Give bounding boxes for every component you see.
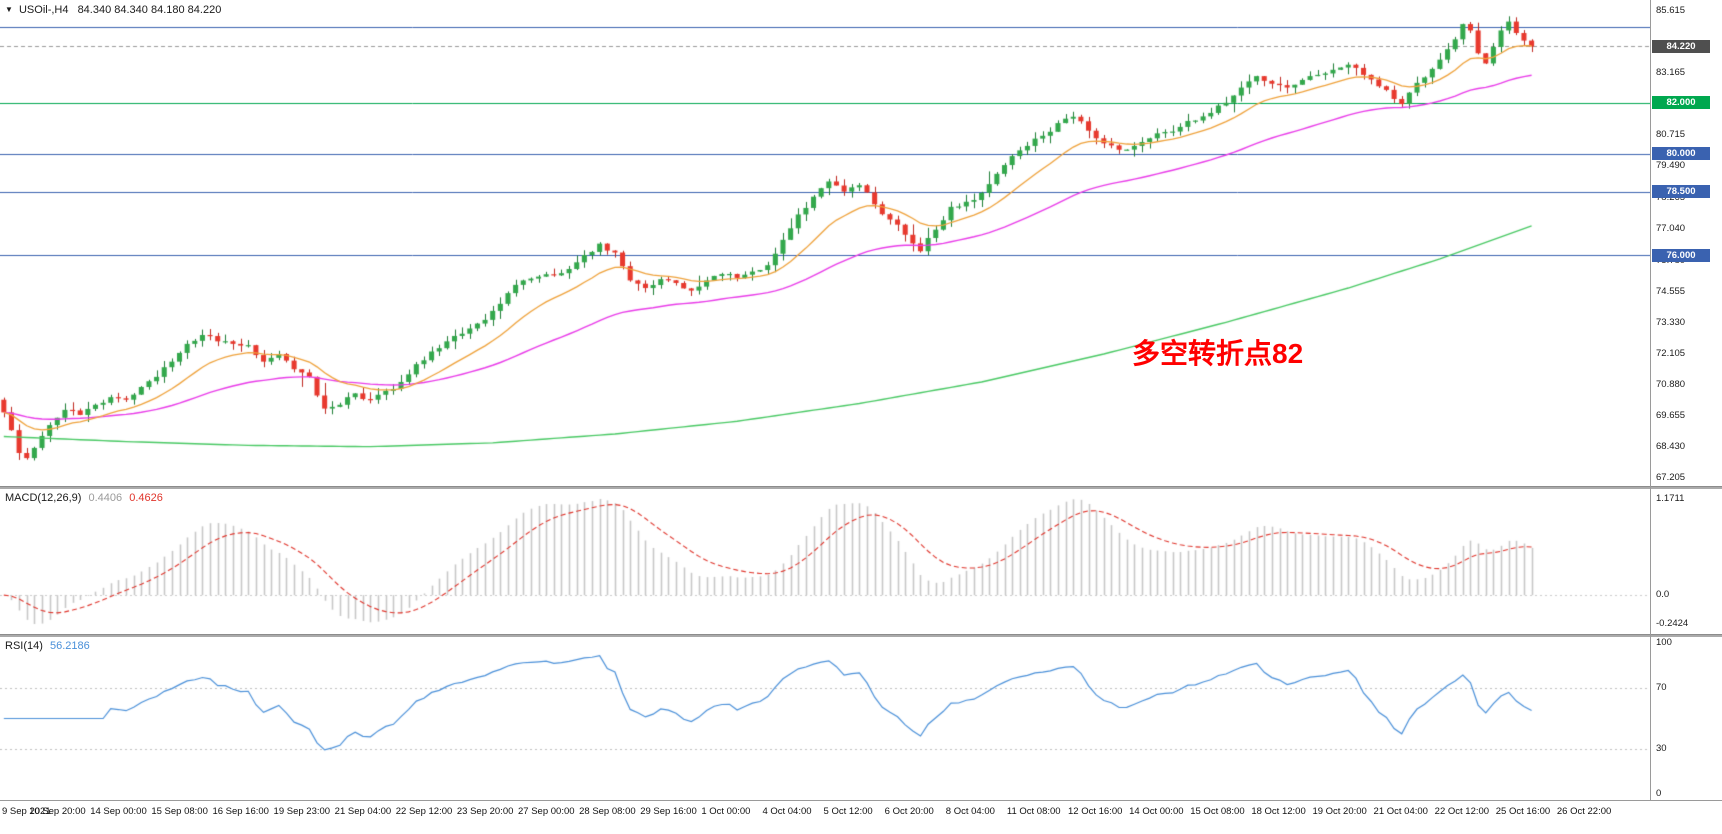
price-tick: 83.165 (1656, 67, 1686, 79)
ohlc-values: 84.340 84.340 84.180 84.220 (77, 4, 222, 16)
time-label: 26 Oct 22:00 (1556, 806, 1612, 817)
price-line-badge: 78.500 (1652, 185, 1710, 199)
price-tick: 80.715 (1656, 129, 1686, 141)
scale-separator[interactable] (1650, 0, 1651, 800)
rsi-tick: 0 (1656, 787, 1662, 799)
time-label: 14 Oct 00:00 (1129, 806, 1184, 817)
macd-signal-value: 0.4626 (129, 492, 163, 504)
time-label: 19 Oct 20:00 (1312, 806, 1367, 817)
time-label: 21 Oct 04:00 (1373, 806, 1428, 817)
time-label: 4 Oct 04:00 (762, 806, 812, 817)
rsi-label: RSI(14) 56.2186 (5, 640, 94, 652)
price-line-badge: 76.000 (1652, 248, 1710, 262)
time-label: 12 Oct 16:00 (1068, 806, 1123, 817)
time-label: 22 Oct 12:00 (1434, 806, 1490, 817)
time-label: 23 Sep 20:00 (456, 806, 514, 817)
rsi-chart-canvas[interactable] (0, 637, 1650, 800)
price-tick: 73.330 (1656, 316, 1686, 328)
macd-label: MACD(12,26,9) 0.4406 0.4626 (5, 492, 167, 504)
price-tick: 68.430 (1656, 441, 1686, 453)
panel-separator[interactable] (0, 634, 1722, 637)
price-chart-canvas[interactable] (0, 0, 1650, 486)
macd-chart-canvas[interactable] (0, 489, 1650, 634)
symbol-ohlc-label: ▼ USOil-,H4 84.340 84.340 84.180 84.220 (5, 4, 221, 16)
price-line-badge: 82.000 (1652, 96, 1710, 110)
macd-panel: MACD(12,26,9) 0.4406 0.4626 1.1711 0.0 -0.… (0, 489, 1722, 634)
macd-main-value: 0.4406 (88, 492, 123, 504)
time-label: 1 Oct 00:00 (701, 806, 751, 817)
macd-tick: 1.1711 (1656, 493, 1685, 504)
rsi-name: RSI(14) (5, 640, 43, 652)
time-label: 8 Oct 04:00 (945, 806, 995, 817)
time-label: 15 Oct 08:00 (1190, 806, 1245, 817)
price-tick: 72.105 (1656, 347, 1686, 359)
rsi-value: 56.2186 (49, 640, 90, 652)
time-label: 5 Oct 12:00 (823, 806, 873, 817)
price-tick: 67.205 (1656, 472, 1686, 484)
price-tick: 69.655 (1656, 410, 1686, 422)
macd-tick: 0.0 (1656, 589, 1670, 601)
price-panel: ▼ USOil-,H4 84.340 84.340 84.180 84.220 … (0, 0, 1710, 486)
macd-tick: -0.2424 (1656, 618, 1689, 629)
price-line-badge: 84.220 (1652, 39, 1710, 53)
time-label: 18 Oct 12:00 (1251, 806, 1306, 817)
rsi-tick: 100 (1656, 637, 1672, 649)
time-label: 25 Oct 16:00 (1495, 806, 1551, 817)
price-tick: 85.615 (1656, 5, 1686, 17)
chart-annotation-text: 多空转折点82 (1132, 338, 1304, 369)
time-label: 6 Oct 20:00 (884, 806, 934, 817)
price-tick: 79.490 (1656, 160, 1686, 172)
rsi-panel: RSI(14) 56.2186 100 70 30 0 (0, 637, 1722, 800)
time-label: 15 Sep 08:00 (151, 806, 208, 817)
price-tick: 70.880 (1656, 378, 1686, 390)
time-label: 22 Sep 12:00 (395, 806, 453, 817)
time-label: 14 Sep 00:00 (90, 806, 147, 817)
time-label: 10 Sep 20:00 (29, 806, 86, 817)
time-label: 16 Sep 16:00 (212, 806, 269, 817)
time-label: 21 Sep 04:00 (334, 806, 392, 817)
time-label: 9 Sep 2021 (2, 806, 51, 817)
time-label: 29 Sep 16:00 (640, 806, 697, 817)
chevron-down-icon: ▼ (5, 5, 13, 14)
time-label: 28 Sep 08:00 (579, 806, 636, 817)
time-label: 19 Sep 23:00 (273, 806, 331, 817)
time-axis[interactable]: 9 Sep 2021 10 Sep 20:00 14 Sep 00:00 15 Sep… (0, 800, 1722, 834)
macd-name: MACD(12,26,9) (5, 492, 82, 504)
symbol-timeframe: USOil-,H4 (18, 4, 69, 16)
price-tick: 77.040 (1656, 222, 1686, 234)
rsi-tick: 70 (1656, 682, 1667, 694)
price-tick: 74.555 (1656, 285, 1686, 297)
price-line-badge: 80.000 (1652, 147, 1710, 161)
time-label: 27 Sep 00:00 (518, 806, 575, 817)
rsi-tick: 30 (1656, 742, 1667, 754)
time-label: 11 Oct 08:00 (1006, 806, 1061, 817)
panel-separator[interactable] (0, 486, 1722, 489)
